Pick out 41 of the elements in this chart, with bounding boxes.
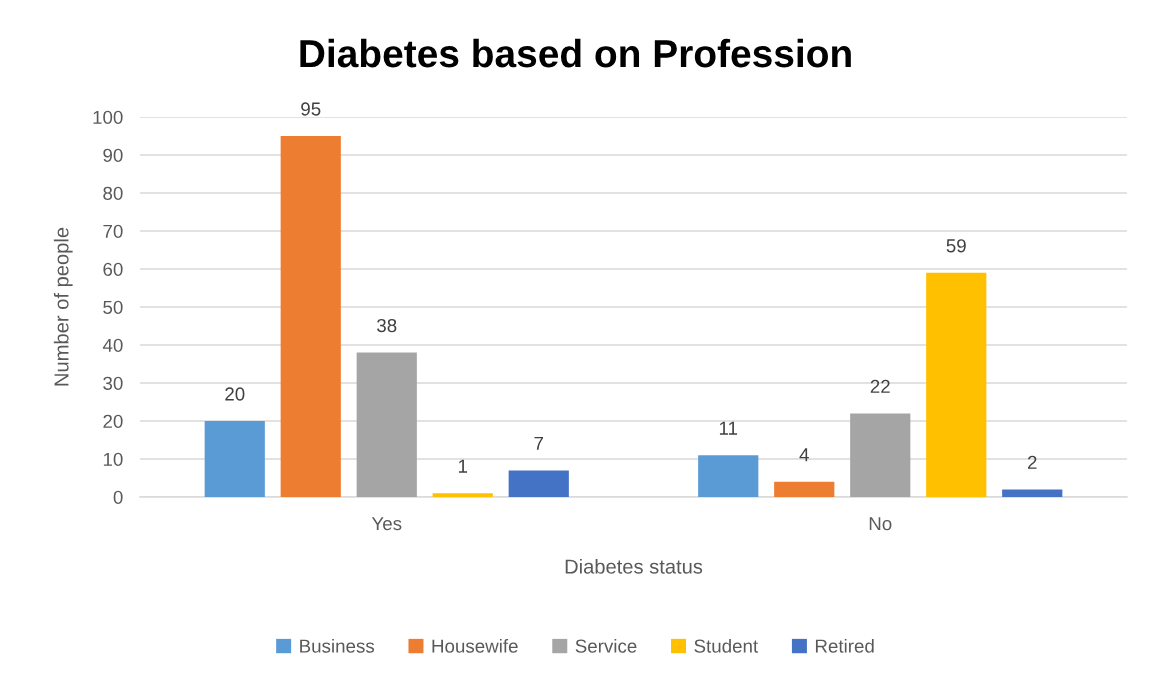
y-tick-label: 30	[103, 376, 123, 390]
y-tick-label: 60	[103, 262, 123, 276]
bar	[356, 352, 417, 497]
legend-label: Business	[300, 638, 375, 653]
legend-label: Student	[694, 638, 759, 653]
data-label: 59	[946, 239, 966, 253]
y-tick-label: 10	[103, 452, 123, 466]
data-label: 22	[870, 379, 890, 393]
x-tick-label: No	[869, 517, 892, 531]
data-label: 2	[1027, 455, 1037, 469]
y-tick-label: 50	[103, 300, 123, 314]
y-tick-label: 70	[103, 224, 123, 238]
data-label: 20	[225, 387, 245, 401]
data-label: 4	[799, 448, 809, 462]
y-axis-title: Number of people	[53, 227, 73, 386]
data-label: 7	[534, 436, 544, 450]
bar	[432, 493, 493, 497]
legend-label: Housewife	[432, 638, 518, 653]
data-label: 1	[458, 459, 468, 473]
bar	[1002, 489, 1063, 497]
y-tick-label: 90	[103, 148, 123, 162]
data-label: 11	[719, 421, 738, 435]
y-tick-label: 100	[93, 110, 123, 124]
bar	[204, 421, 265, 497]
y-tick-label: 40	[102, 338, 123, 352]
bar	[698, 455, 759, 497]
bar	[926, 272, 987, 497]
y-tick-label: 0	[113, 490, 123, 504]
data-label: 38	[377, 318, 397, 333]
bar	[280, 136, 341, 497]
y-tick-label: 20	[103, 414, 123, 428]
legend-label: Retired	[815, 638, 874, 653]
bar	[774, 481, 835, 497]
bar	[850, 413, 911, 497]
legend-label: Service	[575, 638, 637, 653]
x-axis-title: Diabetes status	[565, 558, 703, 574]
data-label: 95	[301, 102, 321, 116]
x-tick-label: Yes	[371, 517, 402, 531]
bar	[508, 470, 569, 497]
chart-title: Diabetes based on Profession	[300, 38, 851, 68]
y-tick-label: 80	[103, 186, 123, 200]
